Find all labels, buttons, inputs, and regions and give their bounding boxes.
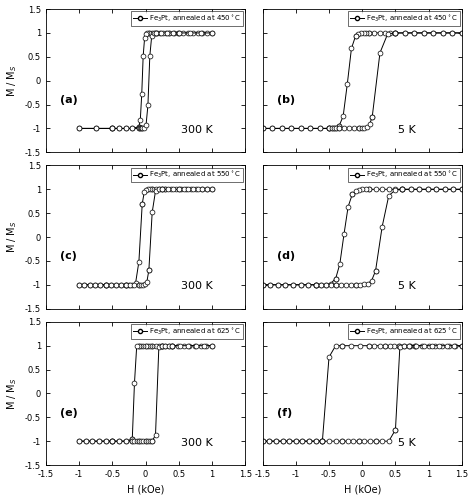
Text: 5 K: 5 K: [398, 438, 416, 448]
Legend: Fe$_3$Pt, annealed at 550$^\circ$C: Fe$_3$Pt, annealed at 550$^\circ$C: [347, 168, 460, 182]
Y-axis label: M / M$_S$: M / M$_S$: [6, 377, 19, 410]
Y-axis label: M / M$_S$: M / M$_S$: [6, 64, 19, 97]
Legend: Fe$_3$Pt, annealed at 625$^\circ$C: Fe$_3$Pt, annealed at 625$^\circ$C: [347, 324, 460, 339]
Text: 300 K: 300 K: [182, 438, 213, 448]
Text: (c): (c): [60, 252, 77, 262]
Text: 300 K: 300 K: [182, 125, 213, 135]
Y-axis label: M / M$_S$: M / M$_S$: [6, 221, 19, 254]
Legend: Fe$_3$Pt, annealed at 450$^\circ$C: Fe$_3$Pt, annealed at 450$^\circ$C: [131, 11, 243, 26]
Legend: Fe$_3$Pt, annealed at 550$^\circ$C: Fe$_3$Pt, annealed at 550$^\circ$C: [131, 168, 243, 182]
Text: (f): (f): [276, 408, 292, 418]
Text: (e): (e): [60, 408, 78, 418]
Text: (a): (a): [60, 95, 78, 105]
Text: (d): (d): [276, 252, 295, 262]
Text: 5 K: 5 K: [398, 282, 416, 292]
X-axis label: H (kOe): H (kOe): [344, 484, 381, 494]
Text: 300 K: 300 K: [182, 282, 213, 292]
Legend: Fe$_3$Pt, annealed at 450$^\circ$C: Fe$_3$Pt, annealed at 450$^\circ$C: [347, 11, 460, 26]
X-axis label: H (kOe): H (kOe): [127, 484, 164, 494]
Text: (b): (b): [276, 95, 295, 105]
Text: 5 K: 5 K: [398, 125, 416, 135]
Legend: Fe$_3$Pt, annealed at 625$^\circ$C: Fe$_3$Pt, annealed at 625$^\circ$C: [131, 324, 243, 339]
